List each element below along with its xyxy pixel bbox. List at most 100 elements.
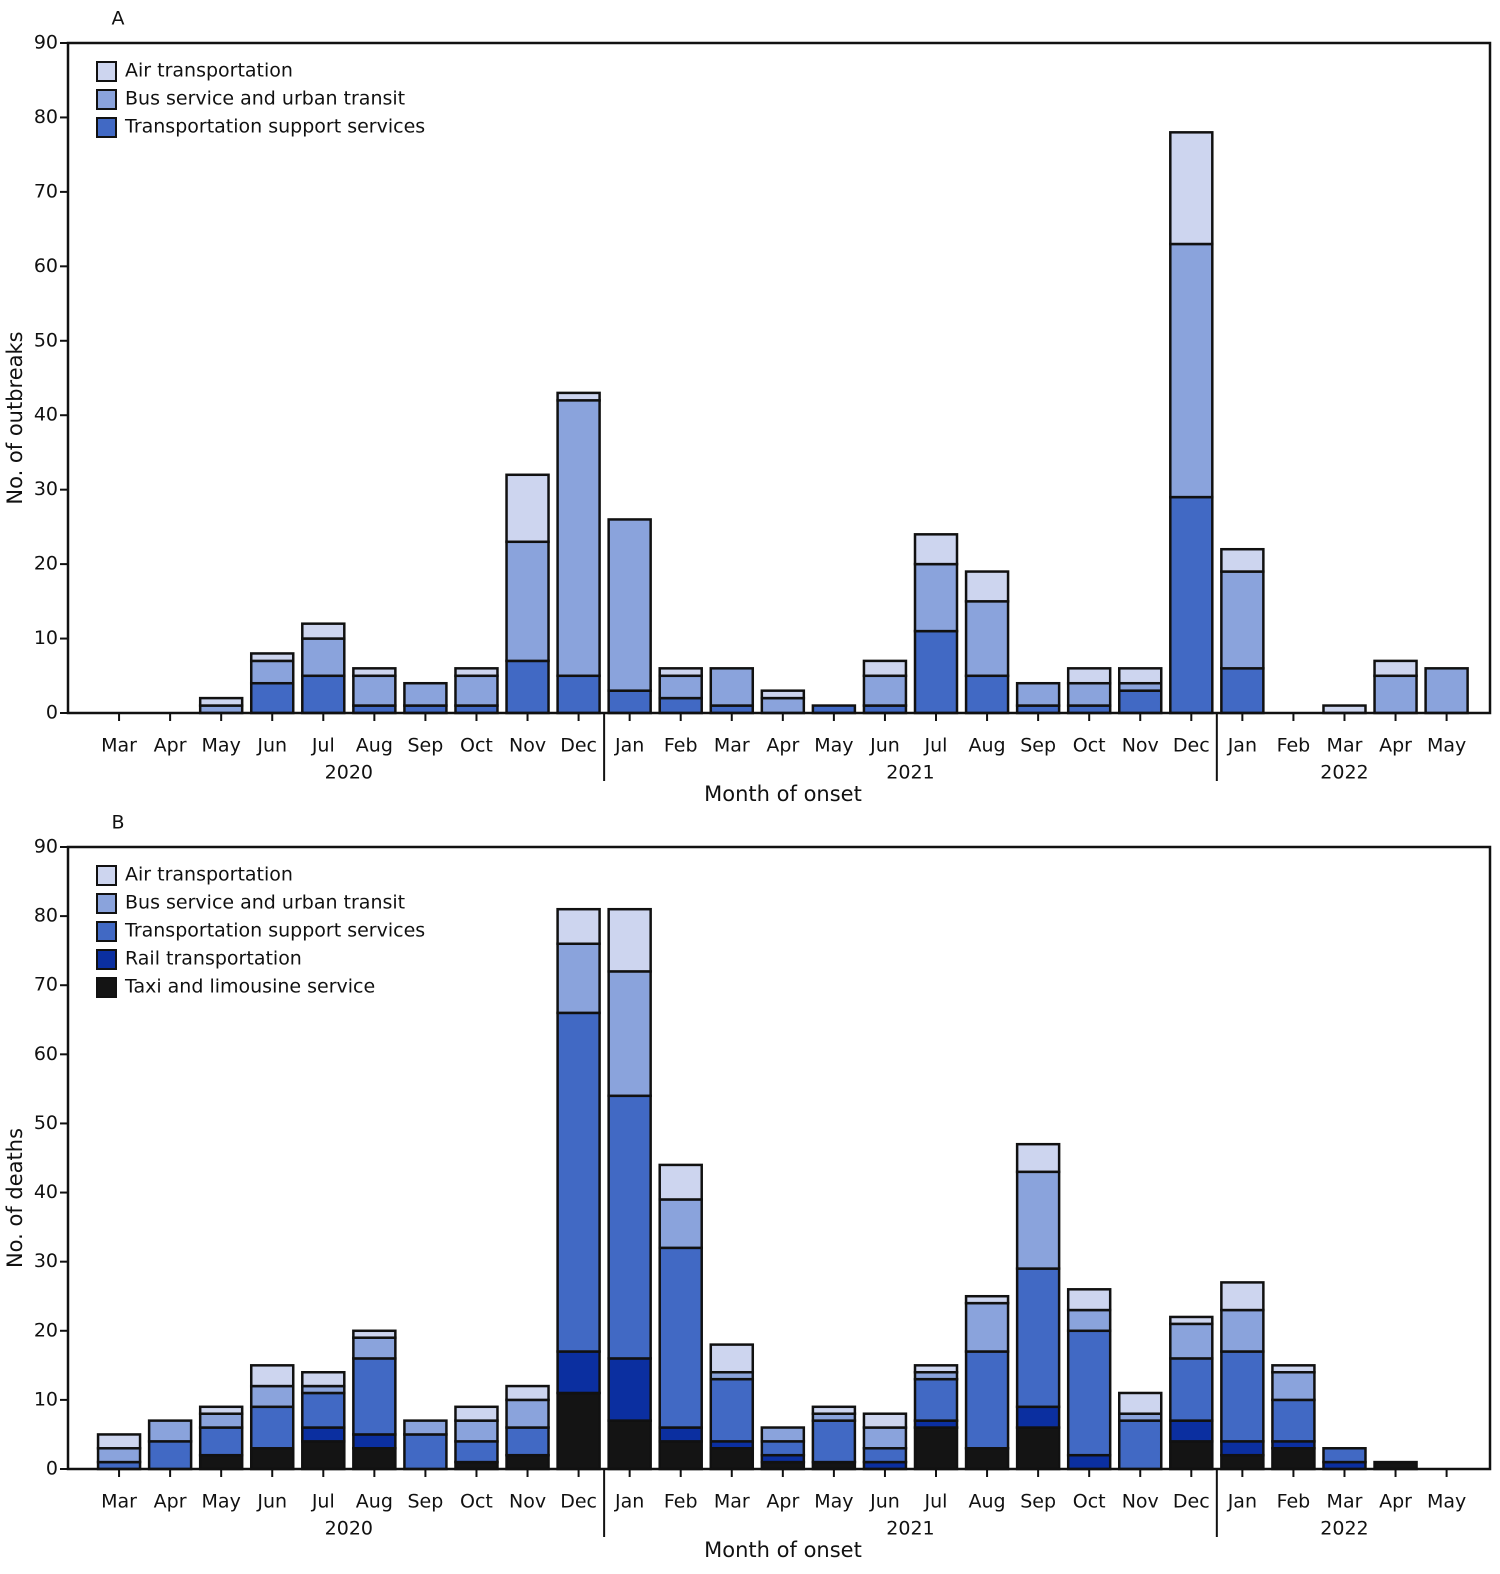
bar-segment — [1117, 667, 1163, 685]
x-tick-label: Oct — [460, 1491, 493, 1513]
x-tick-label: Feb — [664, 1491, 698, 1513]
legend-label: Taxi and limousine service — [124, 976, 375, 998]
bar-segment — [301, 674, 346, 715]
x-tick-label: Mar — [1327, 735, 1363, 757]
bar-segment — [1066, 667, 1112, 685]
bar-segment — [964, 1301, 1010, 1353]
bar-segment — [301, 1440, 346, 1471]
y-tick-label: 80 — [34, 106, 58, 128]
y-tick-label: 0 — [46, 1458, 58, 1480]
y-tick-label: 20 — [34, 1319, 58, 1341]
bar-segment — [913, 629, 959, 715]
y-axis-title: No. of deaths — [3, 1128, 27, 1268]
bar-segment — [1220, 1281, 1265, 1312]
x-tick-label: Feb — [664, 735, 698, 757]
bar-segment — [1169, 1419, 1214, 1443]
y-tick-label: 50 — [34, 1112, 58, 1134]
x-tick-label: Jan — [1227, 735, 1257, 757]
bar-segment — [658, 674, 703, 700]
bar-segment — [454, 667, 499, 678]
bar-segment — [964, 1447, 1010, 1471]
x-tick-label: Oct — [460, 735, 493, 757]
y-tick-label: 80 — [34, 905, 58, 927]
y-tick-label: 40 — [34, 1181, 58, 1203]
x-tick-label: Jul — [924, 1491, 948, 1513]
x-tick-label: Mar — [1327, 1491, 1363, 1513]
bar-segment — [454, 1440, 499, 1464]
bar-segment — [198, 696, 244, 707]
x-axis-title: Month of onset — [704, 782, 862, 806]
x-tick-label: Oct — [1073, 735, 1106, 757]
bar-segment — [301, 1370, 346, 1388]
x-tick-label: Aug — [969, 735, 1006, 757]
bar-segment — [913, 1377, 959, 1422]
bar-segment — [1117, 689, 1163, 715]
bar-segment — [505, 540, 550, 663]
bar-segment — [760, 689, 806, 700]
bar-segment — [249, 1364, 295, 1388]
bar-segment — [1271, 1398, 1316, 1443]
bar-segment — [862, 1447, 908, 1464]
year-label: 2022 — [1320, 762, 1368, 784]
bar-segment — [760, 1440, 806, 1457]
bar-segment — [96, 1433, 142, 1450]
bar-segment — [1271, 1447, 1316, 1471]
bar-segment — [556, 1350, 601, 1395]
bar-segment — [352, 1336, 397, 1360]
bar-segment — [1015, 1142, 1061, 1174]
bar-segment — [301, 1391, 346, 1429]
x-tick-label: Feb — [1277, 735, 1311, 757]
x-tick-label: Nov — [1122, 735, 1159, 757]
legend-swatch — [96, 921, 117, 942]
bar-segment — [301, 622, 346, 640]
bar-segment — [811, 1419, 857, 1464]
x-tick-label: Sep — [1020, 735, 1056, 757]
bar-segment — [913, 1364, 959, 1374]
x-tick-label: Mar — [101, 1491, 137, 1513]
x-tick-label: Jan — [614, 1491, 644, 1513]
bar-segment — [658, 1198, 703, 1250]
bar-segment — [658, 1246, 703, 1429]
bar-segment — [403, 1419, 448, 1436]
bar-segment — [301, 1426, 346, 1443]
y-tick-label: 30 — [34, 478, 58, 500]
bar-segment — [1169, 1357, 1214, 1422]
x-tick-label: May — [1427, 735, 1466, 757]
x-tick-label: Jul — [924, 735, 948, 757]
bar-segment — [658, 696, 703, 715]
bar-segment — [198, 1412, 244, 1429]
bar-segment — [249, 1405, 295, 1450]
x-tick-label: Apr — [154, 1491, 187, 1513]
bar-segment — [556, 399, 601, 678]
bar-segment — [1220, 1453, 1265, 1471]
bar-segment — [913, 533, 959, 566]
bar-segment — [709, 1343, 755, 1374]
x-tick-label: Jul — [311, 735, 335, 757]
y-axis-title: No. of outbreaks — [3, 331, 27, 504]
bar-segment — [1015, 1405, 1061, 1429]
x-tick-label: May — [814, 1491, 853, 1513]
legend-swatch — [96, 89, 117, 110]
bar-segment — [607, 1419, 652, 1471]
x-tick-label: May — [202, 1491, 241, 1513]
x-tick-label: Aug — [356, 1491, 393, 1513]
x-tick-label: Sep — [1020, 1491, 1056, 1513]
legend-swatch — [96, 949, 117, 970]
bar-segment — [1220, 570, 1265, 670]
bar-segment — [964, 1350, 1010, 1450]
bar-segment — [454, 674, 499, 707]
x-tick-label: Jun — [869, 1491, 900, 1513]
bar-segment — [198, 1453, 244, 1471]
bar-segment — [454, 1405, 499, 1422]
y-tick-label: 60 — [34, 1043, 58, 1065]
y-tick-label: 10 — [34, 627, 58, 649]
bar-segment — [1066, 1329, 1112, 1457]
bar-segment — [1015, 1426, 1061, 1471]
bar-segment — [607, 970, 652, 1098]
x-tick-label: Nov — [509, 1491, 546, 1513]
bar-segment — [1220, 1350, 1265, 1443]
bar-segment — [505, 659, 550, 715]
x-tick-label: Mar — [714, 1491, 750, 1513]
y-tick-label: 10 — [34, 1388, 58, 1410]
